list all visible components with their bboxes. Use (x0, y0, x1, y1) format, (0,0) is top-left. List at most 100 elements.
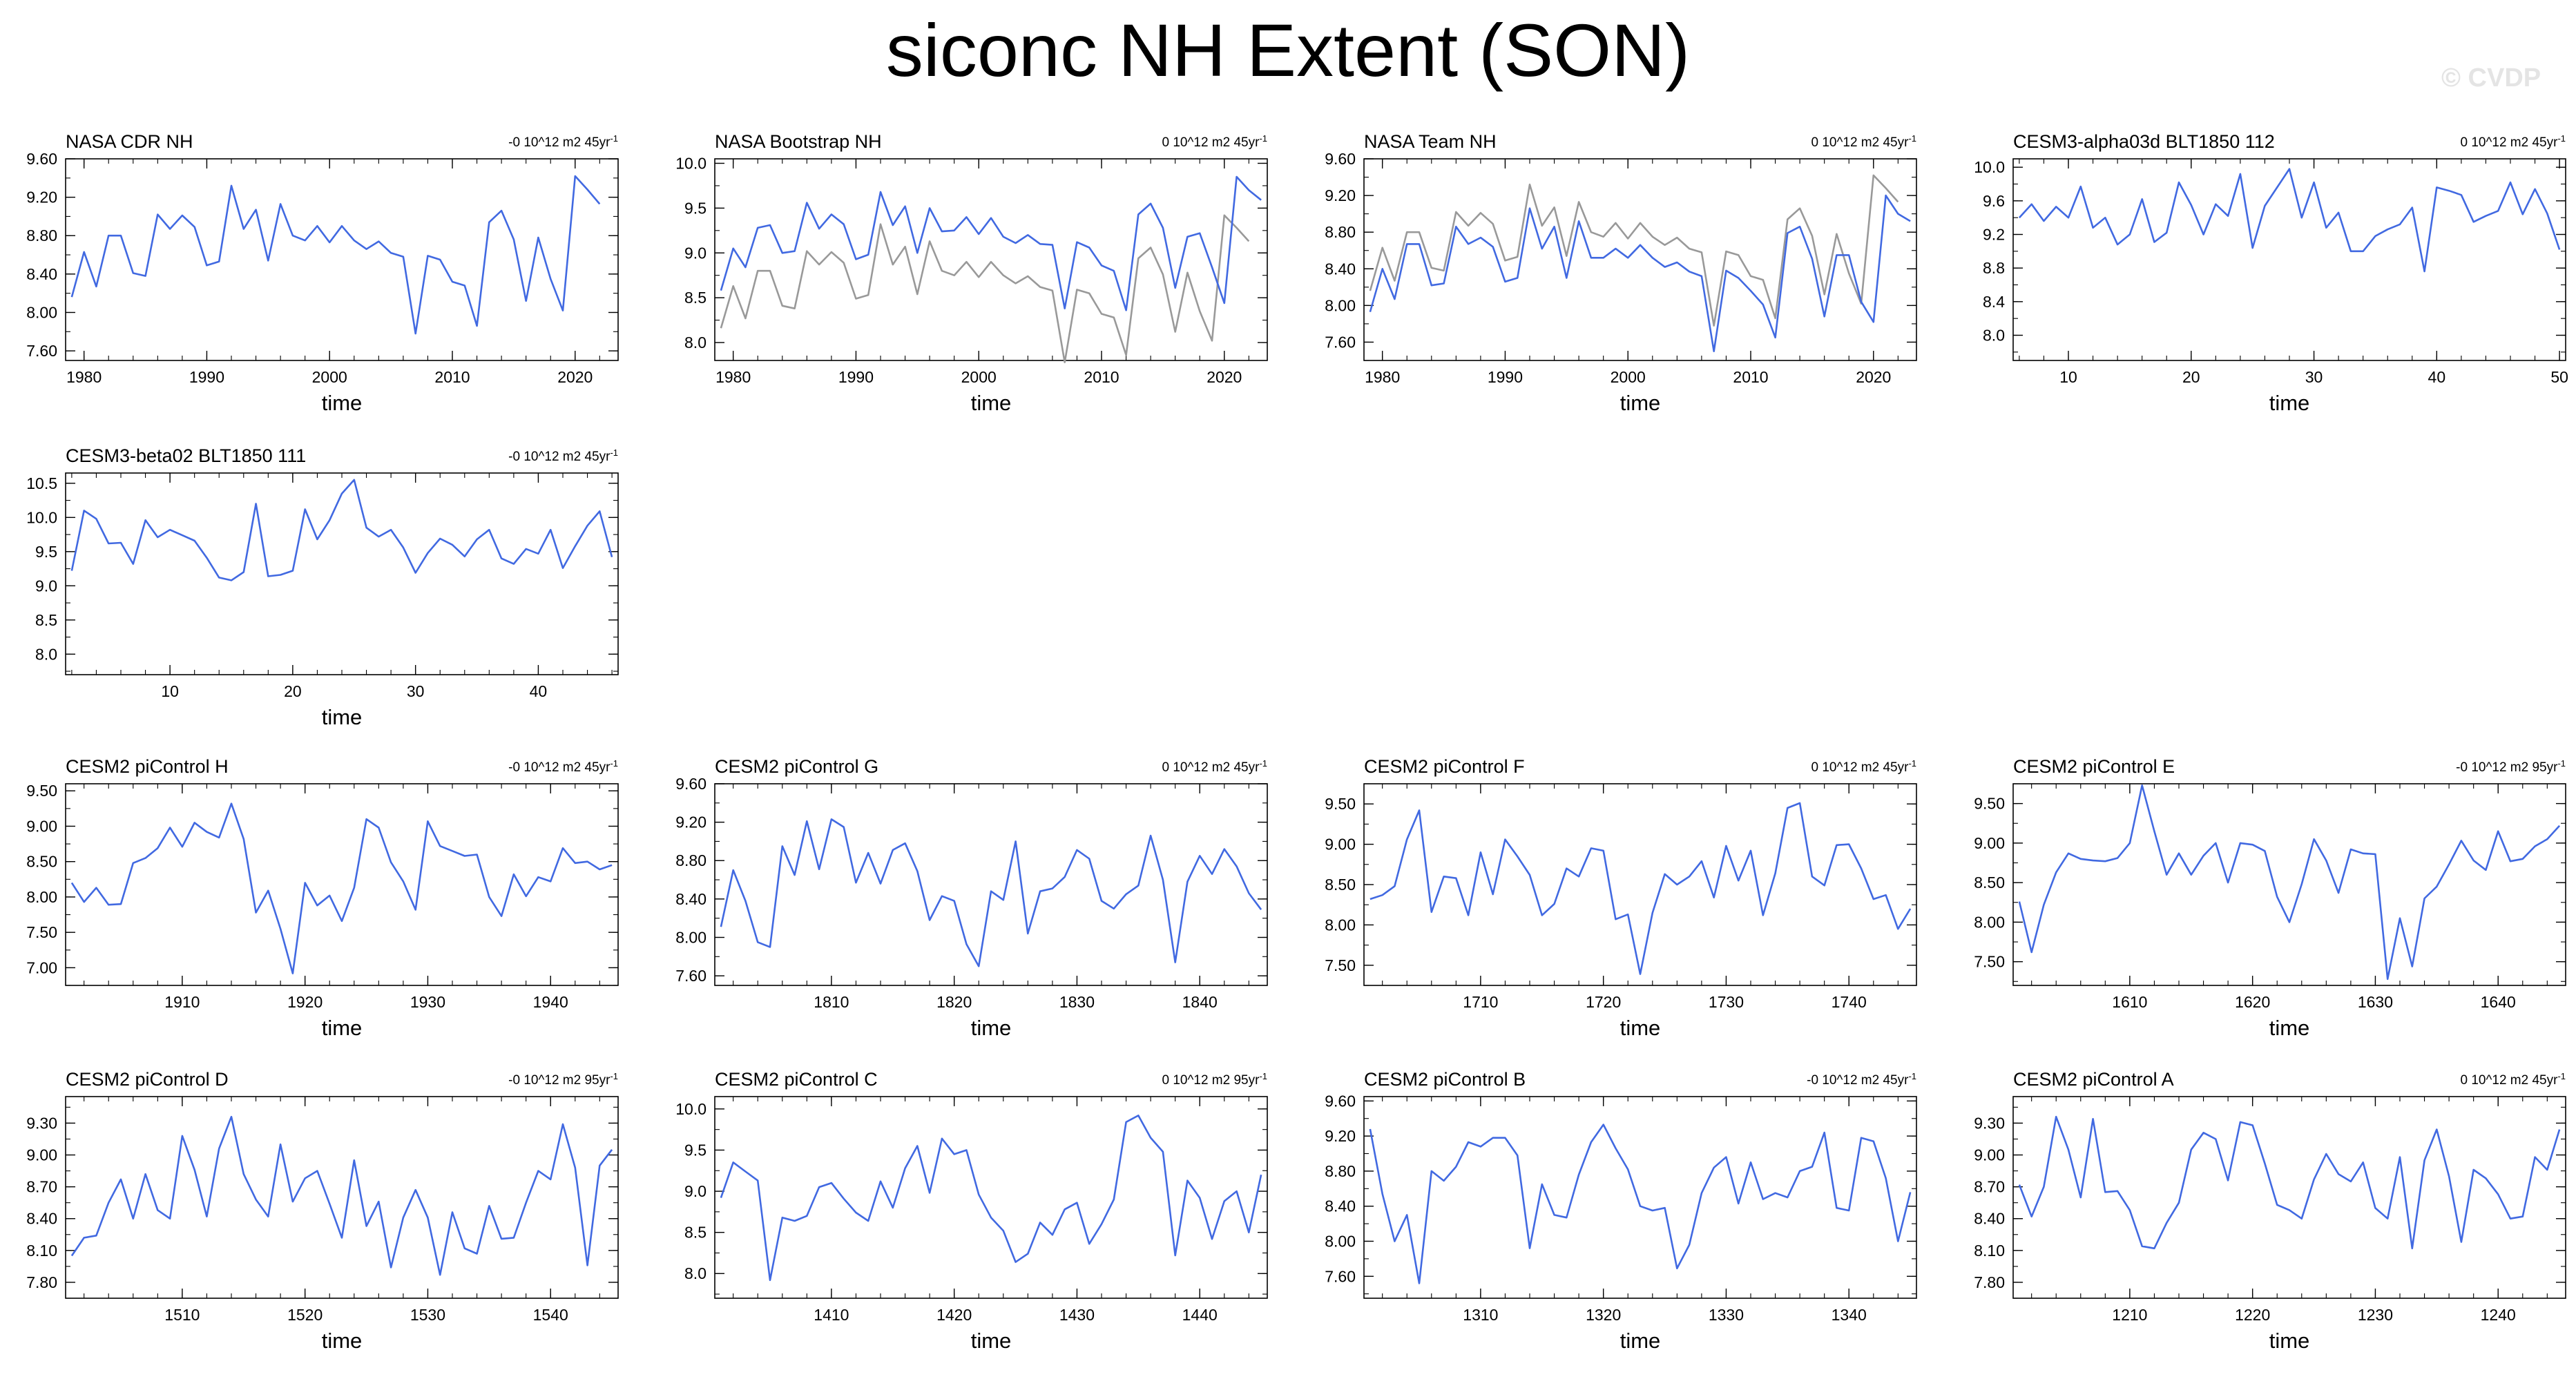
y-tick-label: 8.80 (675, 851, 707, 869)
y-tick-label: 10.0 (675, 1100, 707, 1118)
series-line-primary (70, 802, 613, 974)
trend-exponent: -1 (610, 1071, 618, 1081)
y-tick-label: 8.0 (1983, 327, 2005, 345)
x-tick-label: 2010 (434, 368, 470, 386)
x-tick-label: 30 (2305, 368, 2323, 386)
x-tick-label: 40 (2428, 368, 2446, 386)
y-tick-label: 9.50 (26, 782, 57, 800)
chart-panel: NASA Team NH 0 10^12 m2 45yr-1 7.60 8.00 8.4… (1325, 131, 1917, 415)
y-tick-label: 9.50 (1974, 795, 2005, 813)
x-tick-label: 1710 (1463, 993, 1498, 1011)
x-axis-label: time (1620, 1016, 1661, 1040)
x-axis-label: time (1620, 1329, 1661, 1353)
series-line-primary (70, 175, 601, 335)
x-tick-label: 20 (284, 682, 302, 700)
x-tick-label: 2000 (312, 368, 347, 386)
x-tick-label: 1640 (2481, 993, 2516, 1011)
chart-panel: CESM2 piControl B -0 10^12 m2 45yr-1 7.60 8… (1325, 1069, 1917, 1353)
trend-exponent: -1 (1259, 1071, 1267, 1081)
x-tick-label: 2020 (1207, 368, 1242, 386)
panel-title: CESM2 piControl C (715, 1069, 878, 1090)
y-tick-label: 8.0 (684, 334, 707, 351)
panel-title: CESM2 piControl D (66, 1069, 229, 1090)
x-axis-label: time (1620, 391, 1661, 415)
trend-label: -0 10^12 m2 45yr-1 (1807, 1071, 1916, 1088)
series-line-primary (720, 175, 1262, 311)
x-tick-label: 1610 (2112, 993, 2147, 1011)
y-tick-label: 8.40 (1325, 1197, 1356, 1215)
y-tick-label: 7.50 (26, 923, 57, 941)
trend-label: 0 10^12 m2 45yr-1 (2460, 1071, 2566, 1088)
trend-label: 0 10^12 m2 45yr-1 (1811, 758, 1916, 775)
series-line-primary (1369, 1124, 1912, 1284)
chart-panel: NASA CDR NH -0 10^12 m2 45yr-1 7.60 8.00 8.4… (26, 131, 619, 415)
y-tick-label: 8.5 (35, 611, 57, 629)
x-tick-label: 1910 (164, 993, 200, 1011)
series-line-primary (2018, 168, 2561, 273)
y-tick-label: 9.0 (35, 577, 57, 595)
y-tick-label: 8.70 (1974, 1178, 2005, 1196)
x-axis-label: time (322, 1016, 363, 1040)
x-tick-label: 10 (2059, 368, 2077, 386)
y-tick-label: 9.5 (684, 199, 707, 217)
y-tick-label: 9.6 (1983, 192, 2005, 210)
series-line-primary (1369, 802, 1912, 975)
y-tick-label: 8.00 (26, 303, 57, 321)
x-tick-label: 1630 (2358, 993, 2393, 1011)
x-tick-label: 40 (530, 682, 548, 700)
trend-exponent: -1 (1259, 758, 1267, 769)
y-tick-label: 8.40 (1974, 1210, 2005, 1228)
y-tick-label: 8.8 (1983, 259, 2005, 277)
plot-frame (714, 783, 1268, 986)
panel-title: CESM2 piControl H (66, 756, 229, 777)
trend-exponent: -1 (1908, 133, 1916, 144)
x-axis-label: time (971, 1329, 1012, 1353)
series-line-primary (2018, 784, 2561, 981)
trend-exponent: -1 (610, 758, 618, 769)
y-tick-label: 9.20 (1325, 186, 1356, 204)
y-tick-label: 9.60 (1325, 150, 1356, 168)
x-axis-label: time (971, 391, 1012, 415)
x-tick-label: 1330 (1709, 1306, 1744, 1324)
trend-label: 0 10^12 m2 45yr-1 (1162, 133, 1267, 151)
plot-frame (714, 1096, 1268, 1299)
y-tick-label: 8.80 (1325, 1162, 1356, 1180)
x-tick-label: 1980 (1365, 368, 1400, 386)
y-tick-label: 8.40 (26, 265, 57, 283)
y-tick-label: 9.00 (1974, 834, 2005, 852)
x-tick-label: 50 (2550, 368, 2568, 386)
series-line-primary (2018, 1115, 2561, 1250)
x-tick-label: 1410 (814, 1306, 849, 1324)
x-axis-label: time (322, 705, 363, 729)
y-tick-label: 8.40 (1325, 260, 1356, 278)
panel-title: CESM2 piControl G (715, 756, 878, 777)
y-tick-label: 10.0 (1974, 158, 2005, 176)
x-tick-label: 1990 (838, 368, 874, 386)
y-tick-label: 9.0 (684, 244, 707, 262)
y-tick-label: 8.5 (684, 1224, 707, 1242)
x-tick-label: 1520 (287, 1306, 323, 1324)
y-tick-label: 9.00 (1974, 1146, 2005, 1164)
x-tick-label: 1340 (1832, 1306, 1867, 1324)
y-tick-label: 8.0 (684, 1264, 707, 1282)
plot-frame (65, 158, 619, 361)
x-tick-label: 1980 (715, 368, 751, 386)
panel-title: CESM3-beta02 BLT1850 111 (66, 445, 306, 466)
x-tick-label: 1210 (2112, 1306, 2147, 1324)
plot-frame (1363, 158, 1917, 361)
y-tick-label: 8.00 (1325, 296, 1356, 314)
plot-frame (1363, 1096, 1917, 1299)
x-tick-label: 1940 (533, 993, 568, 1011)
x-axis-label: time (2269, 391, 2310, 415)
chart-panel: CESM2 piControl H -0 10^12 m2 45yr-1 7.00 7… (26, 756, 619, 1040)
x-tick-label: 1930 (410, 993, 445, 1011)
chart-panel: CESM2 piControl D -0 10^12 m2 95yr-1 7.80 8… (26, 1069, 619, 1353)
trend-exponent: -1 (610, 447, 618, 458)
x-tick-label: 2020 (557, 368, 593, 386)
y-tick-label: 8.00 (675, 928, 707, 946)
y-tick-label: 7.80 (26, 1273, 57, 1291)
plot-frame (65, 1096, 619, 1299)
y-tick-label: 9.60 (675, 775, 707, 793)
y-tick-label: 9.20 (675, 813, 707, 831)
y-tick-label: 10.5 (26, 474, 57, 492)
